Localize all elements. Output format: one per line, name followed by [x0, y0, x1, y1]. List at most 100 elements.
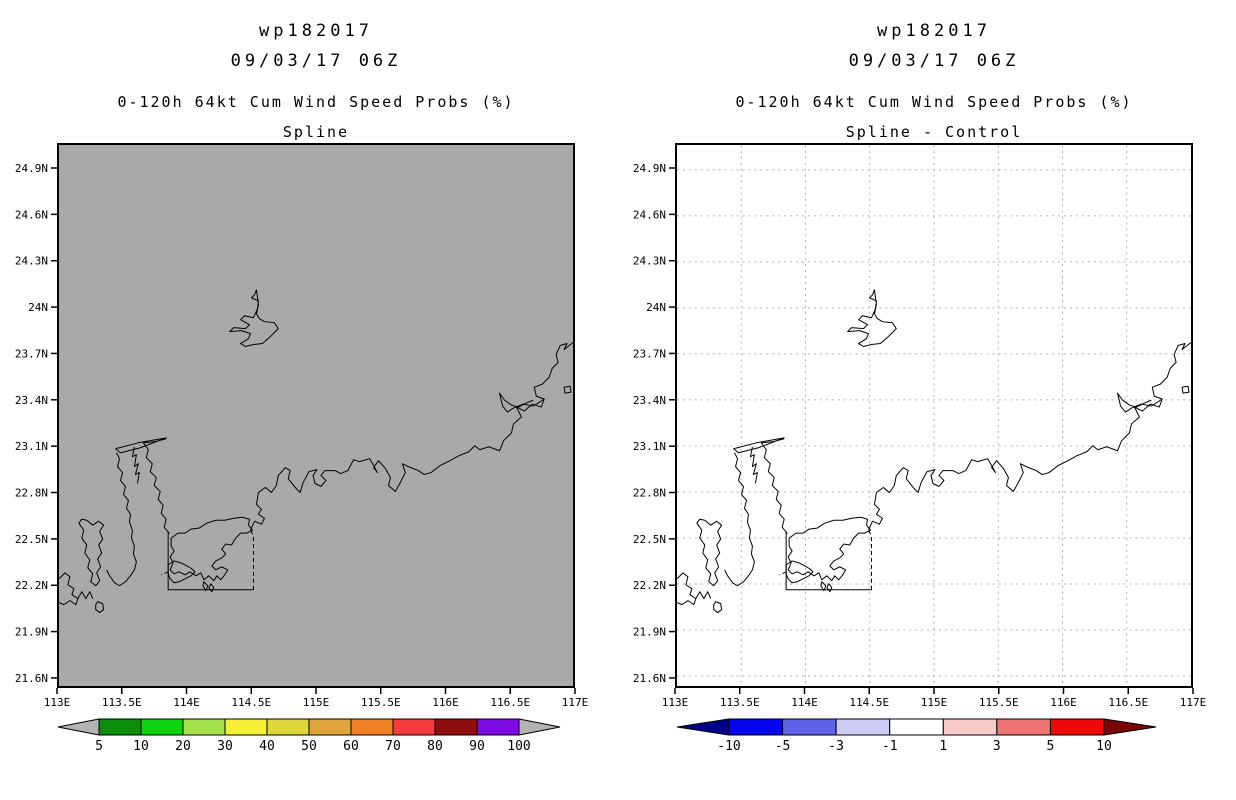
lon-tick-label: 113E: [662, 696, 689, 709]
coastline-path: [785, 532, 872, 591]
coastline-path: [115, 437, 167, 454]
lon-tick-label: 117E: [562, 696, 589, 709]
lat-tick-label: 24.9N: [633, 162, 666, 175]
lat-tick-label: 23.7N: [15, 347, 48, 360]
colorbar-arrow-left: [676, 718, 730, 736]
storm-id-title: wp182017: [259, 21, 373, 41]
coastline-path: [785, 560, 814, 584]
colorbar-tick-label: -10: [717, 739, 740, 754]
colorbar-tick-label: 50: [301, 739, 317, 754]
lat-tick-label: 24.6N: [15, 208, 48, 221]
lat-tick-label: 23.4N: [633, 394, 666, 407]
coastline-path: [696, 518, 723, 587]
panel-right-titles: wp182017 09/03/17 06Z 0-120h 64kt Cum Wi…: [675, 0, 1193, 143]
lat-tick-label: 24.3N: [633, 255, 666, 268]
map-panel-right: [675, 143, 1193, 688]
lat-tick-label: 22.2N: [15, 579, 48, 592]
colorbar-tick-label: 30: [217, 739, 233, 754]
lat-tick-label: 21.6N: [15, 672, 48, 685]
lat-tick-label: 24N: [28, 301, 48, 314]
colorbar-tick-label: 40: [259, 739, 275, 754]
coastline-path: [847, 289, 897, 348]
colorbar-tick-label: 90: [469, 739, 485, 754]
coastline-path: [167, 532, 254, 591]
colorbar-segment: [140, 718, 184, 736]
coastline-path: [749, 446, 758, 484]
lat-tick-label: 23.1N: [633, 440, 666, 453]
lon-tick-label: 115E: [303, 696, 330, 709]
colorbar-segment: [182, 718, 226, 736]
lon-tick-label: 116.5E: [490, 696, 530, 709]
lon-tick-label: 114.5E: [849, 696, 889, 709]
coastline-path: [787, 516, 871, 582]
lon-tick-label: 114E: [173, 696, 200, 709]
lon-tick-label: 117E: [1180, 696, 1207, 709]
coastline-path: [78, 518, 105, 587]
lat-tick-label: 21.9N: [15, 626, 48, 639]
coastline-path: [169, 516, 253, 582]
lat-tick-label: 24.6N: [633, 208, 666, 221]
panel-left-titles: wp182017 09/03/17 06Z 0-120h 64kt Cum Wi…: [57, 0, 575, 143]
coastline-path: [695, 591, 712, 600]
colorbar-tick-label: -3: [828, 739, 844, 754]
coastline-path: [713, 601, 723, 614]
colorbar-tick-label: -1: [882, 739, 898, 754]
lat-tick-label: 21.9N: [633, 626, 666, 639]
colorbar-segment: [728, 718, 784, 736]
colorbar-tick-label: 60: [343, 739, 359, 754]
colorbar-tick-label: 3: [993, 739, 1001, 754]
lon-tick-label: 113.5E: [720, 696, 760, 709]
colorbar-segment: [308, 718, 352, 736]
lat-tick-label: 22.5N: [15, 533, 48, 546]
colorbar-segment: [996, 718, 1051, 736]
field-title: 0-120h 64kt Cum Wind Speed Probs (%): [117, 93, 515, 111]
coastline-path: [563, 385, 572, 394]
colorbar-segment: [476, 718, 520, 736]
colorbar-arrow-right: [1103, 718, 1157, 736]
lat-tick-label: 24N: [646, 301, 666, 314]
colorbar-segment: [942, 718, 998, 736]
coastline-path: [250, 342, 573, 531]
colorbar-segment: [782, 718, 837, 736]
lat-tick-label: 24.9N: [15, 162, 48, 175]
map-canvas: [677, 145, 1191, 686]
coastline-path: [1181, 385, 1190, 394]
coastline-path: [106, 452, 137, 587]
lat-tick-label: 22.8N: [633, 487, 666, 500]
map-panel-left: [57, 143, 575, 688]
colorbar-tick-label: 1: [939, 739, 947, 754]
lon-tick-label: 114.5E: [231, 696, 271, 709]
lat-tick-label: 22.2N: [633, 579, 666, 592]
coastline-path: [167, 560, 196, 584]
coastline-path: [142, 438, 170, 534]
lon-tick-label: 116E: [432, 696, 459, 709]
coastline-path: [202, 581, 215, 593]
colorbar-tick-label: 5: [1047, 739, 1055, 754]
coastline-path: [95, 601, 105, 614]
lat-tick-label: 23.4N: [15, 394, 48, 407]
colorbar-tick-label: 10: [133, 739, 149, 754]
colorbar-segment: [224, 718, 268, 736]
init-datetime-title: 09/03/17 06Z: [848, 51, 1020, 71]
lat-tick-label: 23.7N: [633, 347, 666, 360]
colorbar-tick-label: 80: [427, 739, 443, 754]
map-canvas: [59, 289, 573, 614]
colorbar-tick-label: -5: [775, 739, 791, 754]
lon-tick-label: 113E: [44, 696, 71, 709]
colorbar-arrow-left: [57, 718, 100, 736]
model-title: Spline - Control: [845, 123, 1023, 141]
colorbar-segment: [889, 718, 944, 736]
lat-tick-label: 23.1N: [15, 440, 48, 453]
forecast-box-dashed-path: [779, 529, 872, 590]
colorbar-segment: [835, 718, 891, 736]
colorbar-segment: [266, 718, 310, 736]
colorbar-tick-label: 70: [385, 739, 401, 754]
colorbar-tick-label: 10: [1096, 739, 1112, 754]
colorbar-tick-label: 100: [507, 739, 530, 754]
coastline-path: [733, 437, 785, 454]
forecast-box-dashed-path: [161, 529, 254, 590]
model-title: Spline: [282, 123, 350, 141]
coastline-path: [229, 289, 279, 348]
storm-id-title: wp182017: [877, 21, 991, 41]
